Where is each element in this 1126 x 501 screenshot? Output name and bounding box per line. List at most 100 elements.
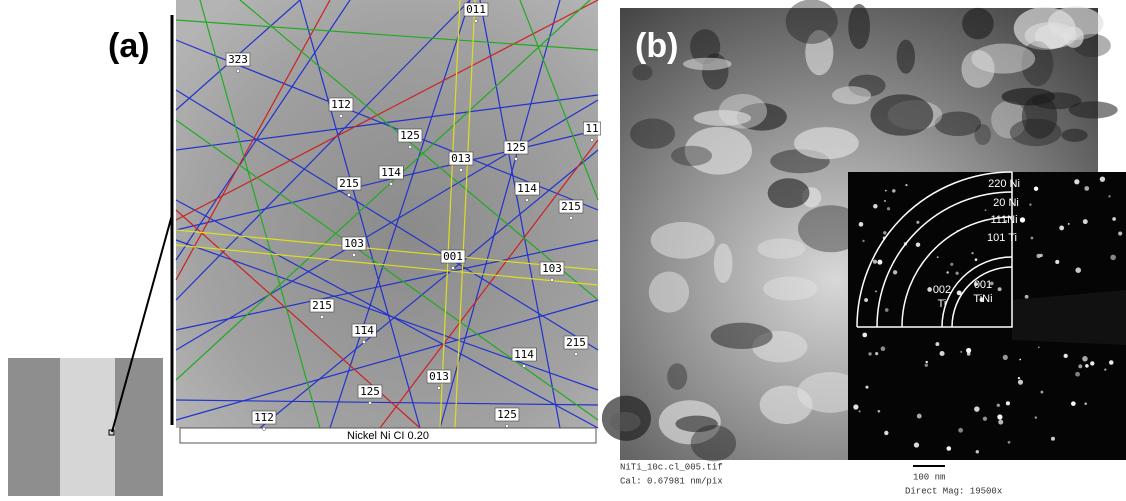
spot bbox=[1035, 416, 1037, 418]
pole-dot bbox=[368, 401, 371, 404]
grain bbox=[683, 58, 732, 71]
pole-dot bbox=[459, 168, 462, 171]
spot bbox=[1110, 255, 1116, 261]
spot bbox=[914, 442, 919, 447]
spot bbox=[1090, 361, 1094, 365]
spot bbox=[1064, 354, 1068, 358]
spot bbox=[873, 260, 877, 264]
pole-dot bbox=[389, 182, 392, 185]
spot bbox=[1109, 360, 1114, 365]
spot bbox=[1074, 179, 1079, 184]
spot bbox=[853, 404, 858, 409]
ring-label: 002 bbox=[933, 284, 951, 296]
spot bbox=[975, 258, 978, 261]
spot bbox=[1075, 267, 1081, 273]
kikuchi-label: 11 bbox=[585, 122, 598, 135]
spot bbox=[881, 346, 886, 351]
scale-label: 100 nm bbox=[913, 472, 945, 482]
spot bbox=[1100, 176, 1105, 181]
spot bbox=[985, 209, 987, 211]
spot bbox=[1078, 364, 1082, 368]
pole-dot bbox=[236, 69, 239, 72]
kikuchi-label: 125 bbox=[506, 141, 526, 154]
grain bbox=[1002, 88, 1055, 106]
spot bbox=[1118, 231, 1122, 235]
spot bbox=[926, 361, 928, 363]
spot bbox=[916, 221, 919, 224]
spot bbox=[925, 363, 928, 366]
pole-dot bbox=[437, 386, 440, 389]
kikuchi-label: 215 bbox=[566, 336, 586, 349]
spot bbox=[939, 351, 944, 356]
grain bbox=[897, 40, 915, 74]
kikuchi-label: 125 bbox=[400, 129, 420, 142]
spot bbox=[935, 342, 939, 346]
spot bbox=[1059, 226, 1064, 231]
pole-dot bbox=[574, 352, 577, 355]
ring-label: 111Ni bbox=[990, 214, 1017, 226]
panel-label: (a) bbox=[108, 27, 150, 65]
kikuchi-label: 1̅14 bbox=[354, 324, 374, 337]
grain bbox=[763, 277, 817, 301]
spot bbox=[1051, 437, 1055, 441]
kikuchi-label: 1̅12 bbox=[331, 98, 351, 111]
grain bbox=[1010, 119, 1062, 147]
pole-dot bbox=[339, 114, 342, 117]
kikuchi-label: 001 bbox=[443, 250, 463, 263]
spot bbox=[958, 428, 963, 433]
spot bbox=[1008, 441, 1011, 444]
spot bbox=[1029, 203, 1031, 205]
kikuchi-label: 011 bbox=[466, 3, 486, 16]
spot bbox=[966, 348, 971, 353]
kikuchi-label: 114 bbox=[514, 348, 534, 361]
spot bbox=[1075, 372, 1080, 377]
spot bbox=[1084, 186, 1089, 191]
pole-dot bbox=[262, 427, 265, 430]
kikuchi-label: 013 bbox=[451, 152, 471, 165]
ring-label: Ti bbox=[938, 298, 947, 310]
grain bbox=[962, 8, 994, 40]
spot bbox=[1025, 295, 1029, 299]
spot bbox=[859, 222, 864, 227]
panel-label: (b) bbox=[635, 27, 678, 65]
pole-dot bbox=[550, 278, 553, 281]
pole-dot bbox=[408, 145, 411, 148]
spot bbox=[1031, 237, 1034, 240]
spot bbox=[947, 446, 952, 451]
kikuchi-label: 103 bbox=[344, 237, 364, 250]
spot bbox=[971, 252, 973, 254]
grain bbox=[768, 178, 810, 208]
spot bbox=[884, 200, 886, 202]
spot bbox=[1068, 223, 1070, 225]
spot bbox=[885, 308, 889, 312]
spot bbox=[864, 298, 868, 302]
grain bbox=[667, 363, 687, 390]
kikuchi-label: 103 bbox=[542, 262, 562, 275]
spot bbox=[997, 404, 1000, 407]
pole-dot bbox=[320, 315, 323, 318]
spot bbox=[1112, 217, 1116, 221]
grain bbox=[832, 86, 871, 104]
spot bbox=[875, 290, 877, 292]
spot bbox=[877, 260, 882, 265]
spot bbox=[905, 184, 907, 186]
grain bbox=[651, 222, 715, 259]
ring-label: 20 Ni bbox=[993, 197, 1019, 209]
spot bbox=[887, 207, 890, 210]
ring-label: TiNi bbox=[973, 293, 992, 305]
spot bbox=[1019, 359, 1021, 361]
spot bbox=[1071, 401, 1076, 406]
spot bbox=[1018, 377, 1020, 379]
grain bbox=[714, 243, 733, 283]
spot bbox=[950, 263, 953, 266]
grain bbox=[971, 44, 1035, 74]
spot bbox=[1108, 195, 1110, 197]
grain bbox=[602, 396, 651, 441]
spot bbox=[997, 414, 1002, 419]
pole-dot bbox=[525, 198, 528, 201]
spot bbox=[862, 240, 864, 242]
grain bbox=[786, 0, 838, 44]
spot bbox=[878, 410, 881, 413]
spot bbox=[916, 242, 920, 246]
spot bbox=[1034, 187, 1038, 191]
